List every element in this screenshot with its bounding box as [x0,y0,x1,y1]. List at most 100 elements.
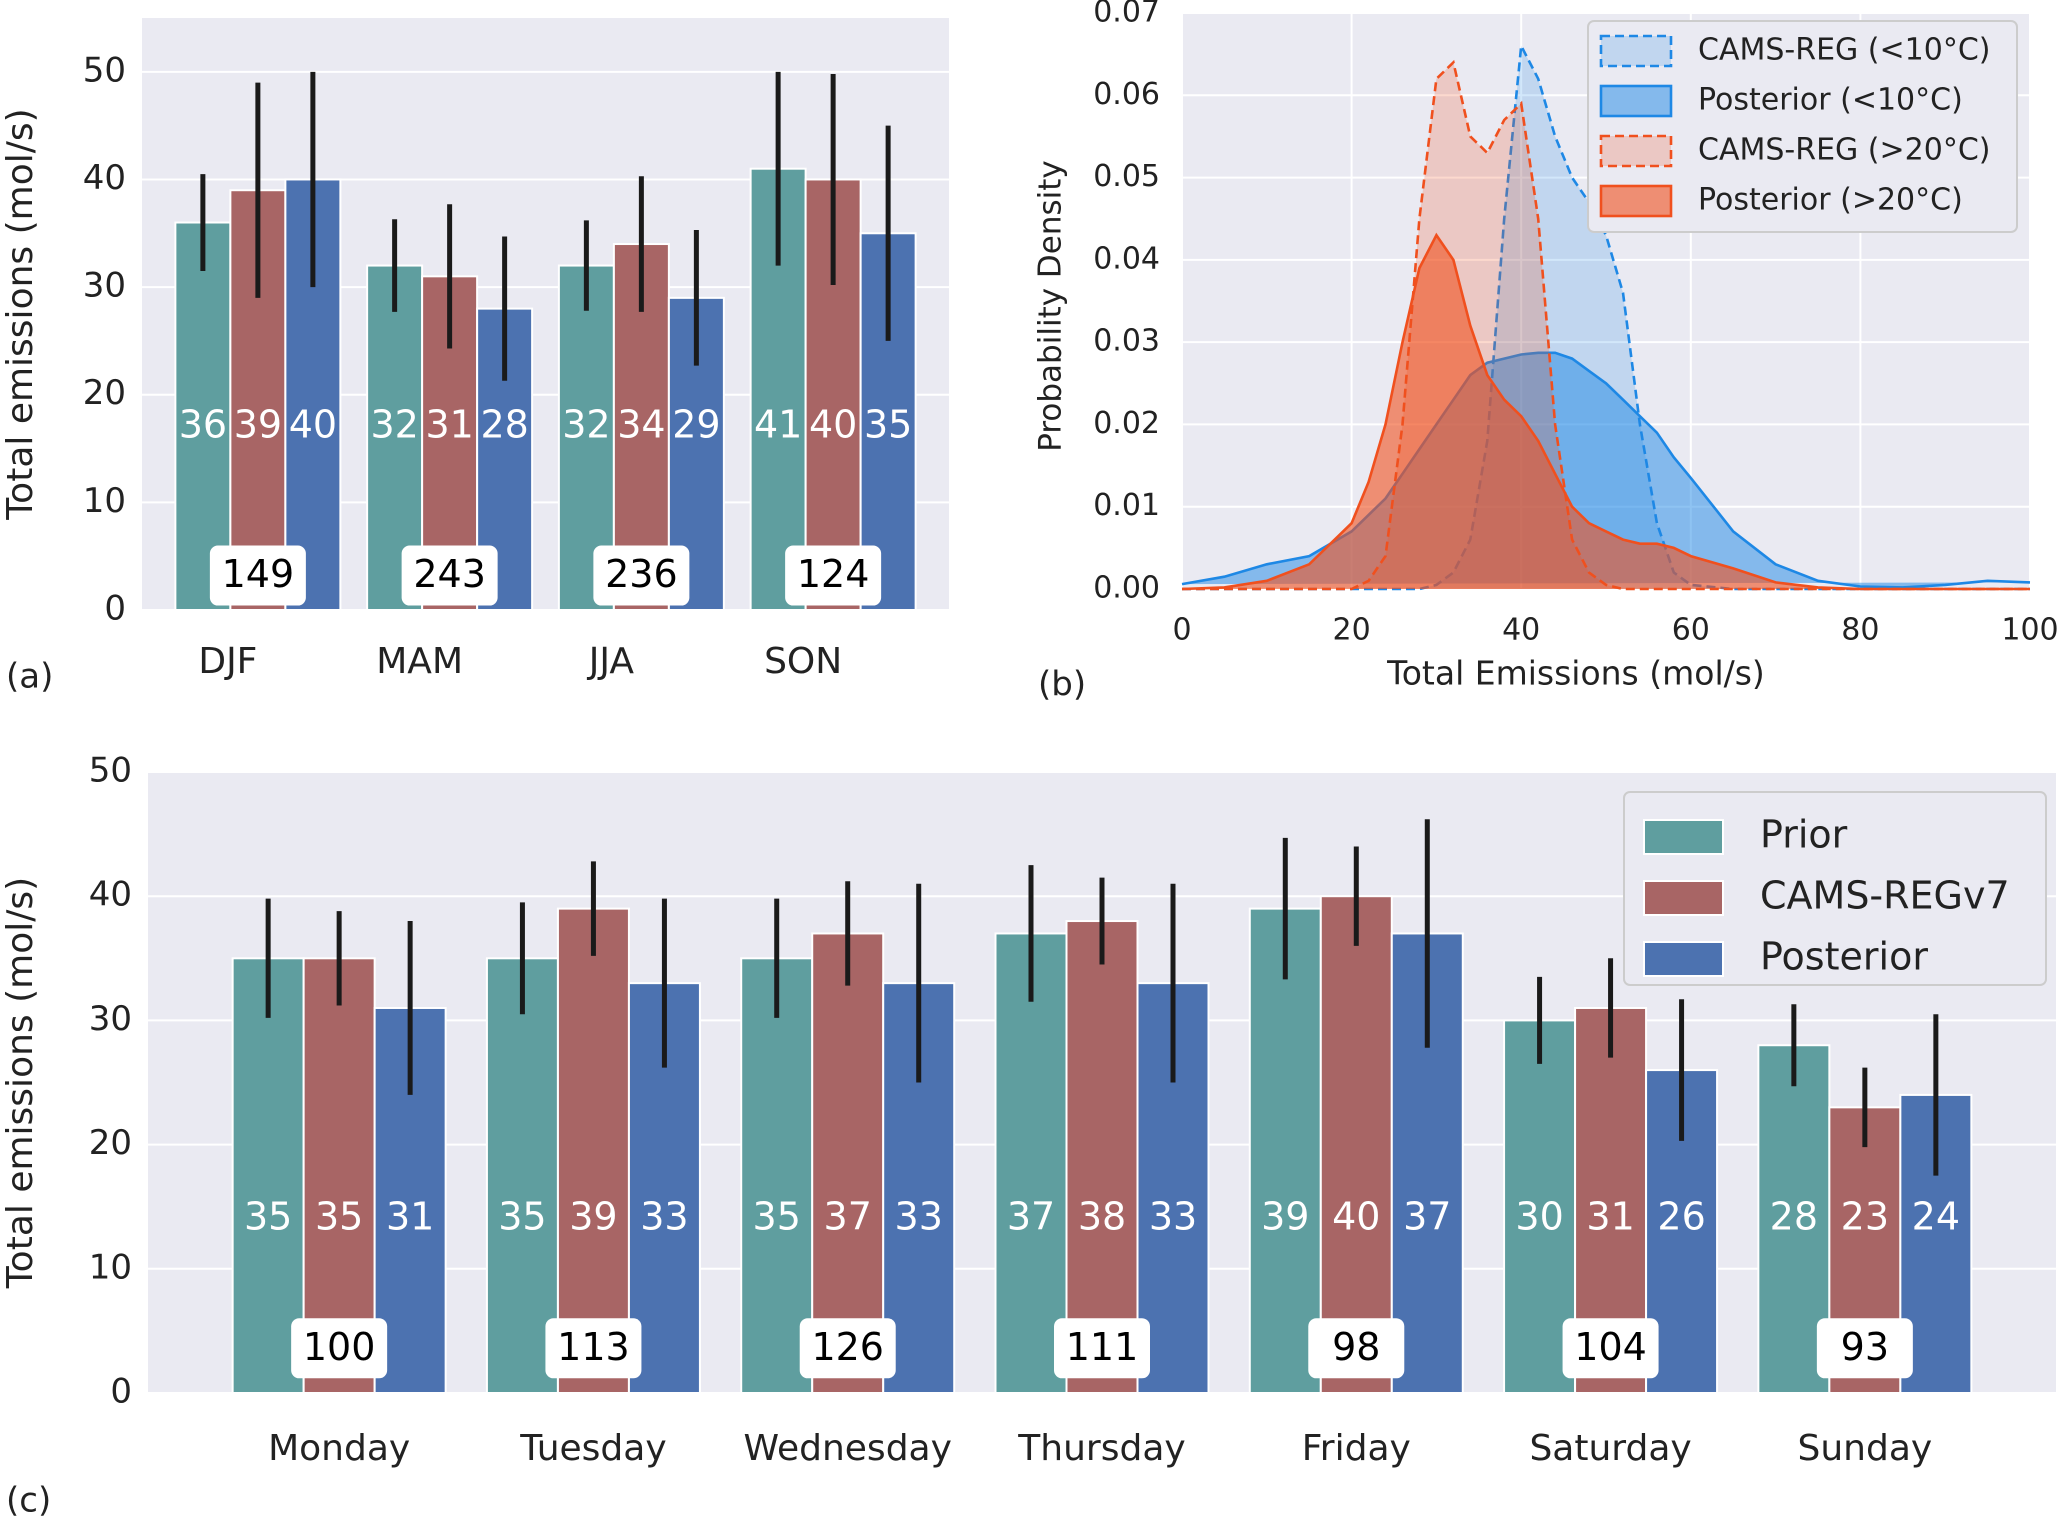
x-tick-label: 40 [1502,613,1540,648]
value-label: 26 [1657,1195,1705,1239]
y-tick-label: 10 [83,481,126,521]
y-axis-label: Total emissions (mol/s) [0,877,41,1289]
legend-label: CAMS-REG (<10°C) [1698,33,1990,68]
y-axis-label: Total emissions (mol/s) [0,108,41,520]
value-label: 39 [1261,1195,1309,1239]
bar [231,957,305,1394]
value-label: 40 [1332,1195,1380,1239]
count-label: 100 [303,1325,376,1369]
count-box [1308,1318,1405,1379]
count-box [1054,1318,1150,1379]
value-label: 36 [179,403,227,447]
x-tick-label: DJF [198,641,257,682]
bar [1319,895,1393,1394]
value-label: 29 [672,403,720,447]
legend-label: CAMS-REG (>20°C) [1698,133,1990,168]
y-tick-label: 50 [83,50,126,90]
value-label: 31 [425,403,473,447]
count-box [593,545,690,606]
y-tick-label: 20 [89,1123,132,1163]
y-tick-label: 30 [89,999,132,1039]
legend-swatch [1643,880,1724,916]
x-tick-label: 20 [1333,613,1371,648]
value-label: 39 [569,1195,617,1239]
legend-swatch [1643,941,1724,977]
count-label: 104 [1574,1325,1647,1369]
value-label: 35 [498,1195,546,1239]
legend-swatch [1643,819,1724,855]
legend-box [1623,791,2047,986]
x-tick-label: Tuesday [519,1428,666,1469]
x-tick-label: Saturday [1529,1428,1691,1469]
y-tick-label: 0.03 [1093,324,1160,359]
x-tick-label: Wednesday [743,1428,951,1469]
value-label: 31 [1586,1195,1634,1239]
panel-label: (b) [1038,665,1086,705]
x-tick-label: MAM [376,641,463,682]
count-label: 111 [1066,1325,1139,1369]
count-label: 149 [222,552,295,596]
count-label: 236 [605,552,678,596]
count-box [209,545,306,606]
y-tick-label: 30 [83,266,126,306]
value-label: 37 [1007,1195,1055,1239]
value-label: 31 [386,1195,434,1239]
value-label: 32 [370,403,418,447]
y-tick-label: 0 [110,1372,132,1412]
value-label: 35 [864,403,912,447]
value-label: 39 [234,403,282,447]
count-label: 93 [1841,1325,1889,1369]
value-label: 35 [244,1195,292,1239]
bar [556,907,630,1394]
value-label: 35 [753,1195,801,1239]
value-label: 24 [1912,1195,1960,1239]
y-tick-label: 0 [104,589,126,629]
y-tick-label: 40 [83,158,126,198]
x-tick-label: Monday [268,1428,410,1469]
legend-box [1587,20,2018,233]
count-box [291,1318,388,1379]
x-tick-label: 0 [1172,613,1191,648]
y-tick-label: 40 [89,875,132,915]
count-label: 98 [1332,1325,1380,1369]
count-box [1816,1318,1913,1379]
legend-label: Posterior [1760,935,1928,979]
panel-label: (a) [6,657,53,697]
x-tick-label: 60 [1672,613,1710,648]
value-label: 40 [809,403,857,447]
y-tick-label: 50 [89,751,132,791]
value-label: 28 [1770,1195,1818,1239]
y-tick-label: 0.07 [1093,0,1160,30]
value-label: 40 [289,403,337,447]
y-axis-label: Probability Density [1033,160,1069,452]
legend-swatch [1599,184,1673,218]
x-tick-label: Sunday [1798,1428,1933,1469]
value-label: 34 [617,403,665,447]
density-curve [1181,232,2030,591]
value-label: 33 [1149,1195,1197,1239]
value-label: 38 [1078,1195,1126,1239]
x-axis-label: Total Emissions (mol/s) [1386,654,1765,693]
value-label: 28 [480,403,528,447]
y-tick-label: 0.06 [1093,77,1160,112]
count-box [799,1318,896,1379]
value-label: 23 [1841,1195,1889,1239]
x-tick-label: JJA [587,641,635,682]
x-tick-label: 80 [1841,613,1879,648]
bar [811,932,885,1395]
value-label: 33 [640,1195,688,1239]
y-tick-label: 0.05 [1093,159,1160,194]
count-box [545,1318,642,1379]
legend-swatch [1599,134,1673,168]
x-tick-label: Thursday [1017,1428,1185,1469]
count-label: 124 [797,552,870,596]
legend-label: Posterior (>20°C) [1698,183,1963,218]
bar [740,957,814,1394]
count-label: 243 [413,552,486,596]
bar [1065,920,1139,1394]
legend-label: Posterior (<10°C) [1698,83,1963,118]
y-tick-label: 20 [83,373,126,413]
value-label: 32 [562,403,610,447]
panel-label: (c) [6,1481,51,1521]
